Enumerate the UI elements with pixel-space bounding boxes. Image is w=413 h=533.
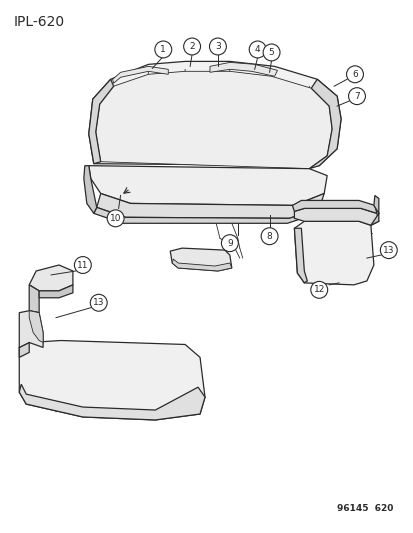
Polygon shape (292, 200, 376, 213)
Polygon shape (88, 166, 326, 205)
Text: 2: 2 (189, 42, 195, 51)
Circle shape (310, 281, 327, 298)
Text: 8: 8 (266, 232, 272, 241)
Polygon shape (19, 343, 29, 358)
Text: 96145  620: 96145 620 (337, 504, 393, 513)
Circle shape (221, 235, 238, 252)
Polygon shape (93, 207, 318, 223)
Circle shape (154, 41, 171, 58)
Text: IPL-620: IPL-620 (13, 15, 64, 29)
Text: 9: 9 (226, 239, 232, 248)
Circle shape (183, 38, 200, 55)
Text: 7: 7 (353, 92, 359, 101)
Circle shape (380, 241, 396, 259)
Text: 1: 1 (160, 45, 166, 54)
Polygon shape (209, 62, 277, 76)
Circle shape (249, 41, 266, 58)
Polygon shape (39, 285, 73, 298)
Text: 10: 10 (109, 214, 121, 223)
Circle shape (346, 66, 363, 83)
Text: 13: 13 (93, 298, 104, 307)
Text: 11: 11 (77, 261, 88, 270)
Polygon shape (294, 228, 306, 283)
Text: 6: 6 (351, 70, 357, 79)
Polygon shape (370, 196, 378, 225)
Polygon shape (19, 384, 204, 420)
Circle shape (90, 294, 107, 311)
Text: 3: 3 (214, 42, 220, 51)
Circle shape (107, 210, 124, 227)
Text: 5: 5 (268, 48, 274, 57)
Polygon shape (97, 193, 323, 219)
Polygon shape (83, 166, 97, 213)
Polygon shape (112, 66, 168, 83)
Polygon shape (19, 311, 43, 348)
Polygon shape (95, 71, 331, 168)
Polygon shape (29, 265, 73, 291)
Polygon shape (88, 61, 340, 166)
Polygon shape (19, 341, 204, 420)
Circle shape (261, 228, 278, 245)
Circle shape (348, 88, 365, 104)
Polygon shape (294, 221, 373, 285)
Polygon shape (309, 79, 340, 168)
Polygon shape (88, 79, 113, 164)
Circle shape (74, 256, 91, 273)
Polygon shape (172, 259, 231, 271)
Circle shape (209, 38, 226, 55)
Polygon shape (170, 248, 231, 271)
Polygon shape (29, 285, 39, 313)
Text: 13: 13 (382, 246, 394, 255)
Circle shape (263, 44, 279, 61)
Text: 4: 4 (254, 45, 260, 54)
Polygon shape (29, 311, 43, 343)
Polygon shape (294, 208, 378, 225)
Text: 12: 12 (313, 285, 324, 294)
